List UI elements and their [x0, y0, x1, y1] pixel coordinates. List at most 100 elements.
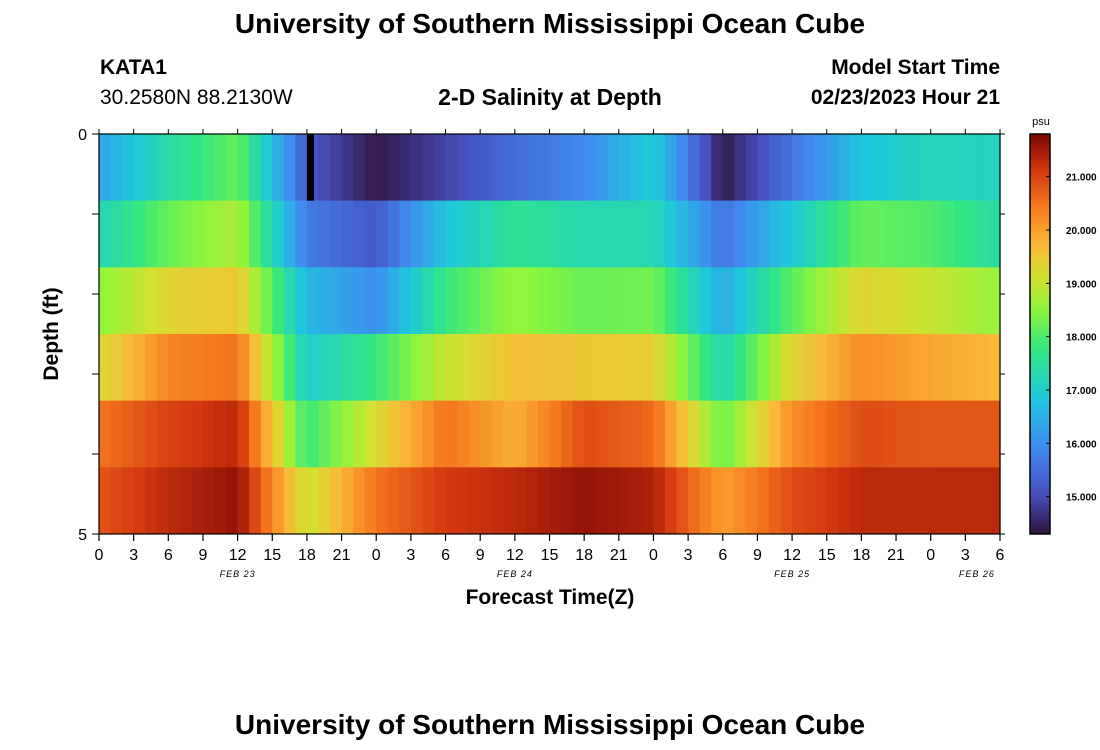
chart-title: 2-D Salinity at Depth	[438, 84, 662, 110]
heatmap-cell	[965, 334, 978, 401]
heatmap-cell	[202, 134, 216, 201]
x-tick-label: 9	[476, 547, 485, 564]
heatmap-cell	[214, 200, 227, 268]
heatmap-cell	[226, 334, 239, 401]
heatmap-cell	[468, 267, 481, 335]
heatmap-cell	[780, 467, 793, 535]
heatmap-cell	[341, 467, 354, 535]
heatmap-cell	[872, 134, 886, 201]
heatmap-cell	[226, 267, 239, 335]
heatmap-cell	[722, 467, 735, 535]
heatmap-cell	[214, 400, 227, 468]
heatmap-cell	[826, 200, 839, 268]
heatmap-cell	[387, 267, 400, 335]
heatmap-cell	[468, 200, 481, 268]
heatmap-cell	[907, 267, 920, 335]
heatmap-cell	[618, 267, 631, 335]
heatmap-cell	[156, 400, 169, 468]
heatmap-cell	[861, 467, 874, 535]
heatmap-cell	[561, 467, 574, 535]
heatmap-cell	[630, 334, 643, 401]
heatmap-cell	[526, 200, 539, 268]
heatmap-cell	[422, 400, 435, 468]
heatmap-cell	[792, 134, 805, 201]
heatmap-cell	[653, 200, 666, 268]
heatmap-cell	[953, 400, 966, 468]
heatmap-cell	[907, 334, 920, 401]
date-label: FEB 25	[774, 569, 810, 579]
heatmap-cell	[561, 200, 574, 268]
heatmap-cell	[976, 267, 990, 335]
heatmap-cell	[168, 267, 181, 335]
colorbar-tick-label: 18.000	[1066, 333, 1097, 344]
heatmap-cell	[838, 200, 851, 268]
x-axis-label: Forecast Time(Z)	[466, 586, 635, 609]
heatmap-cell	[757, 467, 770, 535]
heatmap-cell	[595, 267, 608, 335]
heatmap-cell	[653, 334, 666, 401]
heatmap-cell	[457, 467, 470, 535]
heatmap-cell	[896, 200, 909, 268]
heatmap-cell	[330, 267, 343, 335]
heatmap-cell	[491, 267, 504, 335]
heatmap-cell	[734, 400, 747, 468]
heatmap-cell	[549, 267, 562, 335]
heatmap-cell	[745, 267, 759, 335]
colorbar-tick-label: 15.000	[1066, 493, 1097, 504]
heatmap-cell	[457, 334, 470, 401]
heatmap-cell	[399, 467, 412, 535]
heatmap-cell	[133, 400, 146, 468]
heatmap-cell	[872, 467, 886, 535]
heatmap-cell	[826, 267, 839, 335]
heatmap-cell	[618, 200, 631, 268]
heatmap-cell	[249, 334, 262, 401]
heatmap-cell	[503, 334, 516, 401]
heatmap-cell	[953, 334, 966, 401]
heatmap-cell	[803, 334, 816, 401]
heatmap-cell	[260, 334, 273, 401]
heatmap-cell	[849, 334, 862, 401]
heatmap-cell	[179, 334, 193, 401]
heatmap-cell	[110, 400, 123, 468]
heatmap-cell	[422, 134, 435, 201]
heatmap-cell	[468, 134, 481, 201]
heatmap-cell	[226, 134, 239, 201]
heatmap-cell	[584, 267, 597, 335]
heatmap-cell	[480, 200, 493, 268]
heatmap-cell	[480, 400, 493, 468]
heatmap-cell	[815, 200, 828, 268]
heatmap-cell	[919, 267, 932, 335]
model-start-time: 02/23/2023 Hour 21	[810, 86, 1000, 109]
heatmap-cell	[849, 200, 862, 268]
heatmap-cell	[283, 200, 296, 268]
heatmap-cell	[688, 267, 701, 335]
model-start-label: Model Start Time	[831, 56, 1000, 79]
heatmap-cell	[595, 467, 608, 535]
heatmap-cell	[145, 400, 158, 468]
heatmap-cell	[295, 400, 308, 468]
heatmap-cell	[884, 400, 897, 468]
heatmap-cell	[364, 467, 377, 535]
heatmap-cell	[549, 134, 562, 201]
heatmap-cell	[353, 134, 366, 201]
heatmap-cell	[214, 134, 227, 201]
x-tick-label: 0	[372, 547, 381, 564]
heatmap-cell	[872, 334, 886, 401]
heatmap-cell	[122, 134, 135, 201]
heatmap-cell	[318, 334, 331, 401]
heatmap-cell	[849, 134, 862, 201]
heatmap-cell	[780, 267, 793, 335]
heatmap-cell	[745, 400, 759, 468]
heatmap-cell	[653, 267, 666, 335]
heatmap-cell	[202, 334, 216, 401]
heatmap-cell	[295, 134, 308, 201]
heatmap-cell	[272, 134, 285, 201]
heatmap-cell	[930, 400, 943, 468]
heatmap-cell	[896, 267, 909, 335]
heatmap-cell	[353, 467, 366, 535]
salinity-chart: 0 3 6 9 12 15 18 21 0 3 6 9 12 15 18 21 0 3 6 9 12 15 18 21 0 3 6 …	[40, 116, 1097, 609]
heatmap-cell	[99, 267, 112, 335]
heatmap-cell	[145, 134, 158, 201]
heatmap-cell	[295, 334, 308, 401]
heatmap-cell	[676, 267, 689, 335]
